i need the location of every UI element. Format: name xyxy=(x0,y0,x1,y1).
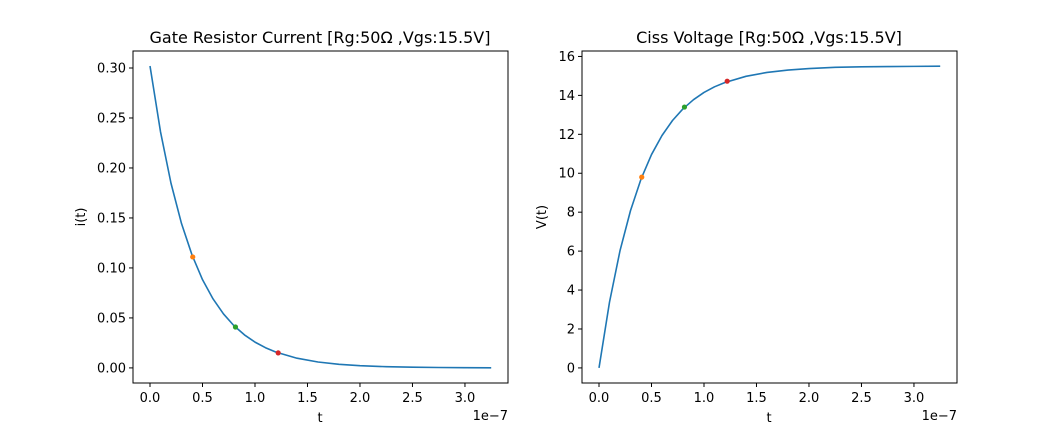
data-point-marker xyxy=(681,104,688,110)
data-point-marker xyxy=(639,174,645,180)
y-axis-label: V(t) xyxy=(535,205,550,229)
x-tick-label: 1.0 xyxy=(694,391,715,406)
x-tick-label: 3.0 xyxy=(455,391,476,406)
chart-gate-current: Gate Resistor Current [Rg:50Ω ,Vgs:15.5V… xyxy=(74,28,509,426)
y-tick-label: 0.20 xyxy=(97,161,126,176)
x-tick-label: 1.5 xyxy=(297,391,318,406)
x-tick-label: 2.5 xyxy=(851,391,872,406)
y-tick-label: 0.15 xyxy=(97,211,126,226)
chart-title: Ciss Voltage [Rg:50Ω ,Vgs:15.5V] xyxy=(636,28,902,47)
x-tick-label: 0.5 xyxy=(641,391,662,406)
x-tick-label: 1.5 xyxy=(746,391,767,406)
x-axis-label: t xyxy=(766,411,771,426)
y-tick-label: 16 xyxy=(558,50,575,65)
plot-frame xyxy=(132,50,509,384)
y-axis-label: i(t) xyxy=(74,208,89,227)
x-tick-label: 0.5 xyxy=(192,391,213,406)
x-tick-label: 2.0 xyxy=(799,391,820,406)
y-tick-label: 12 xyxy=(558,128,575,143)
chart-title: Gate Resistor Current [Rg:50Ω ,Vgs:15.5V… xyxy=(150,28,491,47)
x-tick-label: 0.0 xyxy=(140,391,161,406)
data-point-marker xyxy=(190,254,196,260)
x-tick-label: 1.0 xyxy=(245,391,266,406)
chart-ciss-voltage: Ciss Voltage [Rg:50Ω ,Vgs:15.5V] 0.0 0.5 1… xyxy=(535,28,958,426)
y-tick-label: 0.30 xyxy=(97,61,126,76)
y-tick-label: 0 xyxy=(567,361,575,376)
y-tick-label: 0.10 xyxy=(97,261,126,276)
x-tick-label: 0.0 xyxy=(589,391,610,406)
y-tick-label: 6 xyxy=(567,245,575,260)
x-tick-label: 2.0 xyxy=(350,391,371,406)
series-line xyxy=(598,65,941,369)
data-point-marker xyxy=(724,78,730,84)
y-tick-label: 10 xyxy=(558,167,575,182)
ticks-layer: 0.0 0.5 1.0 1.5 2.0 2.5 3.0 0.00 0.05 0.10 0.15 0.2… xyxy=(97,61,475,406)
x-axis-label: t xyxy=(317,411,322,426)
y-tick-label: 2 xyxy=(567,322,575,337)
plot-frame xyxy=(581,50,958,384)
y-tick-label: 0.05 xyxy=(97,311,126,326)
ticks-layer: 0.0 0.5 1.0 1.5 2.0 2.5 3.0 0 2 4 6 8 10 12 14 16 xyxy=(558,50,924,406)
y-tick-label: 0.00 xyxy=(97,361,126,376)
y-tick-label: 14 xyxy=(558,89,575,104)
marks-layer xyxy=(149,65,492,369)
x-offset-label: 1e−7 xyxy=(922,409,957,424)
y-tick-label: 0.25 xyxy=(97,111,126,126)
y-tick-label: 4 xyxy=(567,284,575,299)
y-tick-label: 8 xyxy=(567,206,575,221)
x-tick-label: 2.5 xyxy=(402,391,423,406)
series-line xyxy=(149,65,492,369)
data-point-marker xyxy=(232,324,239,330)
x-offset-label: 1e−7 xyxy=(473,409,508,424)
marks-layer xyxy=(598,65,941,369)
x-tick-label: 3.0 xyxy=(904,391,925,406)
data-point-marker xyxy=(275,350,281,356)
